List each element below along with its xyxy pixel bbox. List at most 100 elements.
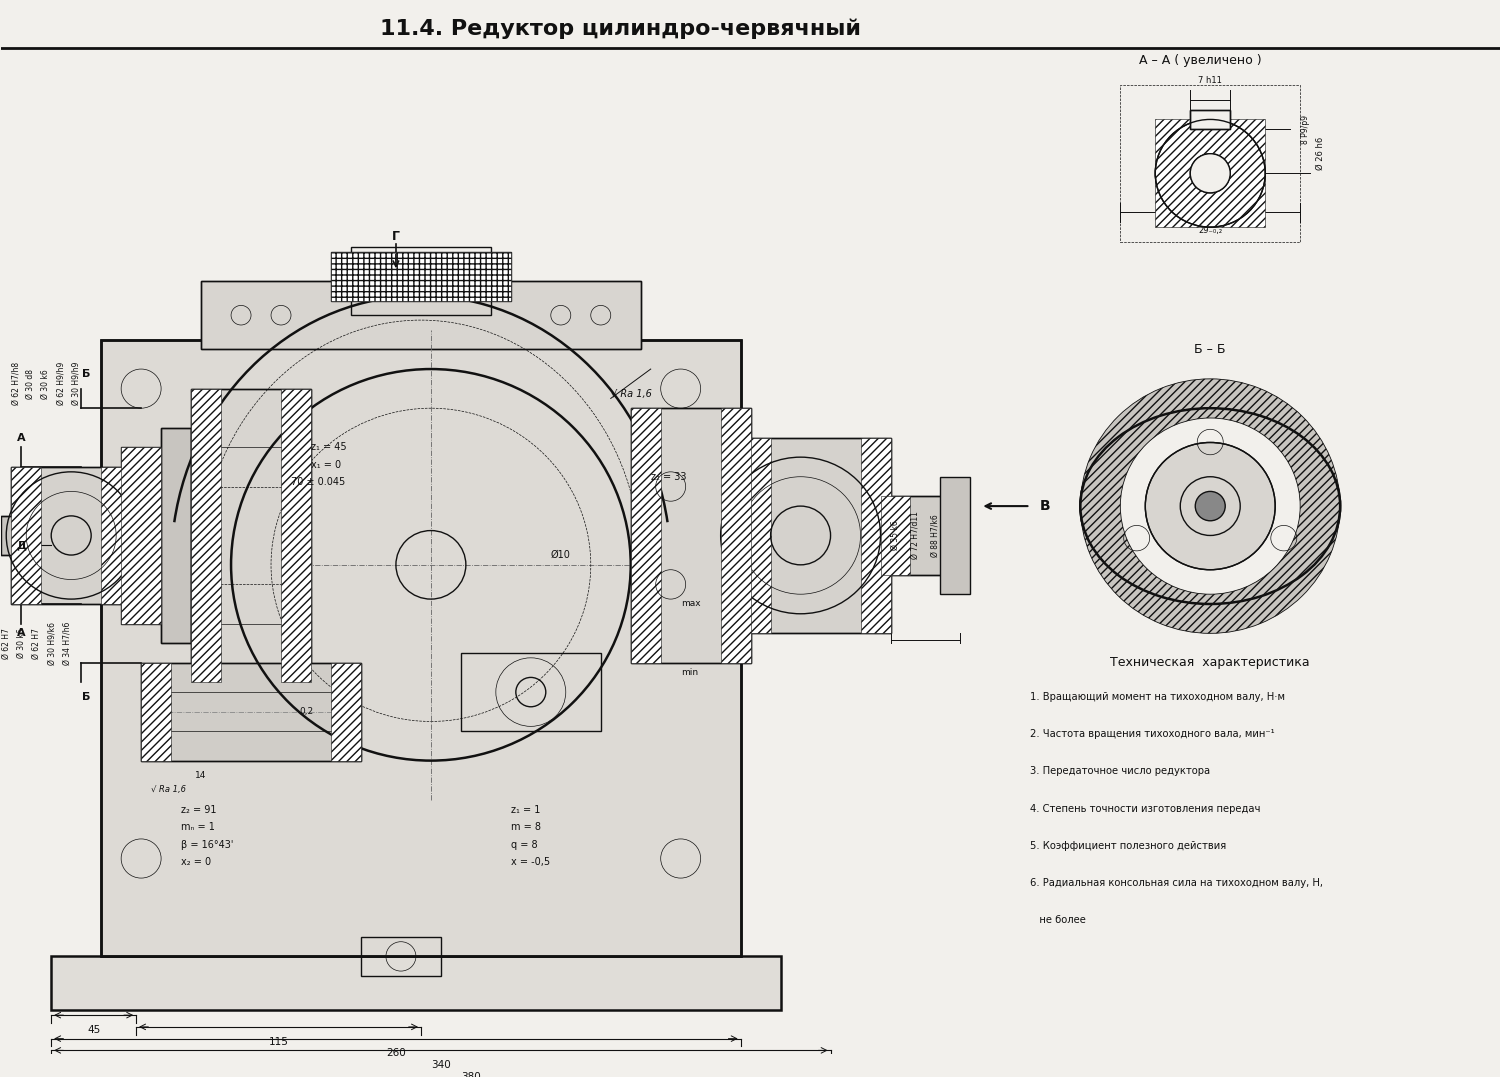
- Bar: [10, 467, 130, 604]
- Bar: [10, 467, 130, 604]
- Text: z₂ = 33: z₂ = 33: [651, 472, 686, 481]
- Text: Ø 72 H7/d11: Ø 72 H7/d11: [910, 512, 920, 559]
- Bar: [880, 496, 960, 575]
- Text: q = 8: q = 8: [512, 840, 537, 850]
- Text: x₂ = 0: x₂ = 0: [182, 857, 212, 867]
- Text: z₂ = 91: z₂ = 91: [182, 805, 216, 814]
- Text: Д: Д: [16, 541, 26, 550]
- Bar: [630, 408, 660, 662]
- Text: А – А ( увеличено ): А – А ( увеличено ): [1138, 54, 1262, 67]
- Text: Ø 30 d8: Ø 30 d8: [26, 368, 34, 398]
- Text: 5. Коэффициент полезного действия: 5. Коэффициент полезного действия: [1030, 841, 1227, 851]
- Bar: [351, 247, 490, 316]
- Text: Ø10: Ø10: [550, 550, 570, 560]
- Bar: [880, 496, 910, 575]
- Text: 260: 260: [386, 1048, 406, 1059]
- Text: 3. Передаточное число редуктора: 3. Передаточное число редуктора: [1030, 767, 1210, 777]
- Bar: [190, 487, 310, 585]
- Bar: [720, 408, 750, 662]
- Text: β = 16°43': β = 16°43': [182, 840, 234, 850]
- Bar: [122, 447, 160, 624]
- Bar: [362, 937, 441, 976]
- Text: Б: Б: [82, 693, 90, 702]
- Text: 115: 115: [268, 1036, 288, 1047]
- Bar: [100, 467, 130, 604]
- Text: Ø 30 H9/h9: Ø 30 H9/h9: [70, 362, 80, 405]
- Circle shape: [1191, 154, 1230, 193]
- Text: 6. Радиальная консольная сила на тихоходном валу, Н,: 6. Радиальная консольная сила на тихоход…: [1030, 878, 1323, 887]
- Text: Б: Б: [82, 369, 90, 379]
- Text: √ Ra 1,6: √ Ra 1,6: [610, 389, 651, 398]
- Text: Г: Г: [392, 230, 400, 243]
- Text: x₁ = 0: x₁ = 0: [310, 460, 340, 470]
- Bar: [940, 477, 970, 595]
- Text: 14: 14: [195, 771, 207, 780]
- Text: Ø 26 h6: Ø 26 h6: [1316, 137, 1324, 170]
- Text: max: max: [681, 600, 700, 609]
- Bar: [741, 437, 891, 633]
- Bar: [100, 339, 741, 956]
- Text: 380: 380: [460, 1072, 480, 1077]
- Text: 4. Степень точности изготовления передач: 4. Степень точности изготовления передач: [1030, 803, 1262, 813]
- Bar: [880, 496, 960, 575]
- Bar: [741, 437, 891, 633]
- Bar: [332, 662, 362, 760]
- Text: Ø 62 H7: Ø 62 H7: [32, 628, 40, 658]
- Bar: [141, 662, 362, 760]
- Text: x = -0,5: x = -0,5: [512, 857, 550, 867]
- Bar: [141, 662, 362, 760]
- Circle shape: [1155, 120, 1264, 227]
- Bar: [190, 389, 310, 683]
- Text: А: А: [16, 433, 26, 443]
- Text: В: В: [1040, 499, 1050, 513]
- Text: min: min: [681, 668, 698, 677]
- Bar: [190, 389, 310, 683]
- Bar: [332, 252, 512, 300]
- Bar: [201, 281, 640, 349]
- Text: Ø 35 k6: Ø 35 k6: [891, 520, 900, 550]
- Bar: [190, 389, 220, 683]
- Bar: [1155, 120, 1264, 227]
- Bar: [861, 437, 891, 633]
- Text: 45: 45: [87, 1025, 100, 1035]
- Text: Ø 62 H7/h8: Ø 62 H7/h8: [10, 362, 20, 405]
- Text: √ Ra 1,6: √ Ra 1,6: [152, 785, 186, 795]
- Bar: [1120, 85, 1300, 242]
- Bar: [141, 662, 171, 760]
- Bar: [630, 408, 750, 662]
- Text: 8 P9/p9: 8 P9/p9: [1300, 115, 1310, 143]
- Text: Техническая  характеристика: Техническая характеристика: [1110, 656, 1310, 669]
- Text: z₁ = 1: z₁ = 1: [512, 805, 540, 814]
- Text: Ø 30 k6: Ø 30 k6: [16, 628, 26, 658]
- Text: Ø 30 H9/k6: Ø 30 H9/k6: [46, 621, 56, 665]
- Circle shape: [1191, 154, 1230, 193]
- Text: 7 h11: 7 h11: [1198, 75, 1222, 85]
- Text: mₙ = 1: mₙ = 1: [182, 822, 214, 833]
- Circle shape: [1146, 443, 1275, 570]
- Bar: [1191, 110, 1230, 129]
- Bar: [460, 653, 600, 731]
- Text: 29₋₀,₂: 29₋₀,₂: [1198, 225, 1222, 235]
- Text: Ø 62 H9/h9: Ø 62 H9/h9: [56, 362, 64, 405]
- Bar: [160, 428, 190, 643]
- Text: Б – Б: Б – Б: [1194, 342, 1225, 356]
- Bar: [160, 428, 190, 643]
- Text: Ø 30 k6: Ø 30 k6: [40, 368, 50, 398]
- Bar: [2, 516, 21, 555]
- Circle shape: [1196, 491, 1225, 521]
- Text: не более: не более: [1030, 915, 1086, 925]
- Text: А: А: [16, 628, 26, 639]
- Text: 2. Частота вращения тихоходного вала, мин⁻¹: 2. Частота вращения тихоходного вала, ми…: [1030, 729, 1275, 739]
- Bar: [332, 252, 512, 300]
- Bar: [201, 281, 640, 349]
- Text: z₁ = 45: z₁ = 45: [310, 443, 346, 452]
- Text: Ø 88 H7/k6: Ø 88 H7/k6: [932, 514, 940, 557]
- Bar: [51, 956, 780, 1010]
- Bar: [1191, 110, 1230, 129]
- Bar: [122, 447, 160, 624]
- Text: Ø 34 H7/h6: Ø 34 H7/h6: [62, 621, 70, 665]
- Text: 1. Вращающий момент на тихоходном валу, Н·м: 1. Вращающий момент на тихоходном валу, …: [1030, 693, 1286, 702]
- Wedge shape: [1080, 379, 1340, 633]
- Bar: [10, 467, 40, 604]
- Bar: [741, 437, 771, 633]
